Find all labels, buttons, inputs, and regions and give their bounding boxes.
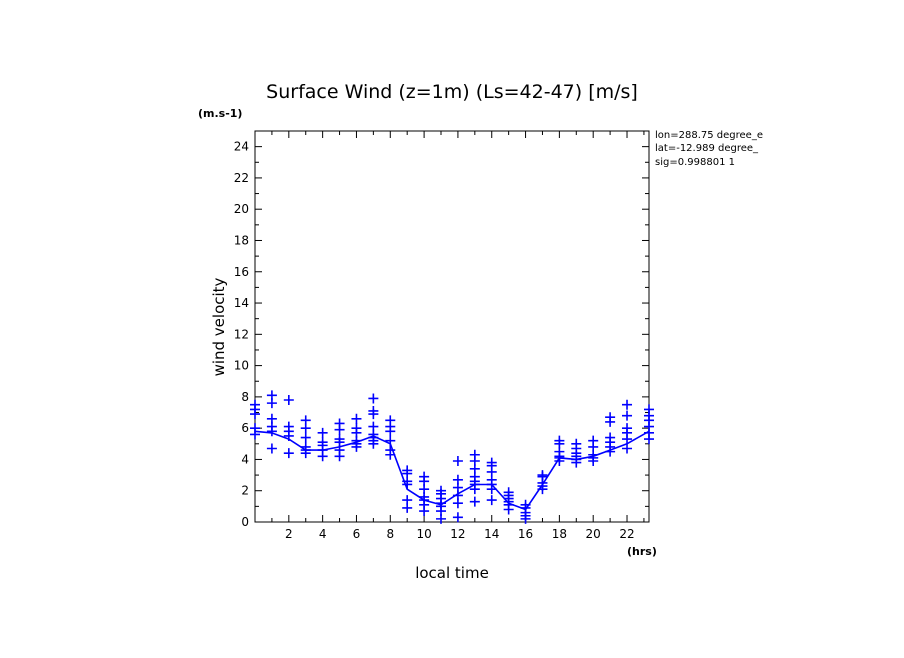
- plus-marker: [486, 457, 497, 468]
- plus-marker: [300, 432, 311, 443]
- plus-marker: [250, 423, 260, 434]
- series-layer: [250, 390, 654, 524]
- plus-marker: [385, 415, 396, 426]
- plus-marker: [605, 412, 616, 423]
- plus-marker: [452, 456, 463, 467]
- plus-marker: [300, 415, 311, 426]
- plus-marker: [605, 432, 616, 443]
- y-tick-label: 22: [234, 171, 249, 185]
- x-tick-label: 14: [484, 527, 499, 541]
- plus-marker: [622, 423, 633, 434]
- plus-marker: [486, 495, 497, 506]
- y-tick-label: 16: [234, 265, 249, 279]
- y-tick-label: 14: [234, 296, 249, 310]
- y-tick-label: 24: [234, 140, 249, 154]
- plus-marker: [283, 448, 294, 459]
- plus-marker: [266, 413, 277, 424]
- x-tick-label: 12: [450, 527, 465, 541]
- plus-marker: [537, 470, 548, 481]
- y-tick-label: 10: [234, 359, 249, 373]
- plus-marker: [503, 487, 514, 498]
- x-tick-label: 18: [552, 527, 567, 541]
- plus-marker: [644, 404, 654, 415]
- plus-marker: [452, 512, 463, 523]
- plot-frame: [254, 130, 650, 523]
- plus-marker: [250, 399, 260, 410]
- x-tick-label: 16: [518, 527, 533, 541]
- plus-marker: [283, 421, 294, 432]
- chart-title: Surface Wind (z=1m) (Ls=42-47) [m/s]: [266, 81, 638, 103]
- x-tick-label: 22: [619, 527, 634, 541]
- y-tick-label: 18: [234, 233, 249, 247]
- plus-marker: [385, 445, 396, 456]
- plus-marker: [588, 435, 599, 446]
- plus-marker: [368, 421, 379, 432]
- plus-marker: [571, 438, 582, 449]
- plus-marker: [351, 413, 362, 424]
- info-line-lon: lon=288.75 degree_e: [655, 130, 763, 141]
- plus-marker: [436, 485, 447, 496]
- y-axis-label: wind velocity: [210, 277, 228, 376]
- plus-marker: [622, 410, 633, 421]
- info-line-sig: sig=0.998801 1: [655, 157, 735, 168]
- plus-marker: [402, 495, 413, 506]
- plus-marker: [385, 435, 396, 446]
- plus-marker: [622, 443, 633, 454]
- plus-marker: [469, 496, 480, 507]
- y-tick-label: 12: [234, 327, 249, 341]
- plus-marker: [334, 418, 345, 429]
- plus-marker: [300, 441, 311, 452]
- y-tick-label: 4: [241, 452, 249, 466]
- plus-marker: [283, 395, 294, 406]
- y-tick-label: 0: [241, 515, 249, 529]
- x-axis-label: local time: [415, 564, 489, 582]
- plus-marker: [266, 443, 277, 454]
- plus-marker: [554, 435, 565, 446]
- plus-marker: [351, 423, 362, 434]
- y-tick-label: 6: [241, 421, 249, 435]
- plus-marker: [469, 449, 480, 460]
- x-tick-label: 4: [319, 527, 327, 541]
- info-line-lat: lat=-12.989 degree_: [655, 143, 759, 154]
- plus-marker: [334, 434, 345, 445]
- x-tick-label: 10: [416, 527, 431, 541]
- plus-marker: [368, 393, 379, 404]
- x-units-label: (hrs): [627, 545, 657, 558]
- y-tick-label: 8: [241, 390, 249, 404]
- x-tick-label: 8: [386, 527, 394, 541]
- plus-marker: [368, 405, 379, 416]
- x-tick-label: 6: [353, 527, 361, 541]
- x-tick-label: 2: [285, 527, 293, 541]
- plus-marker: [452, 474, 463, 485]
- y-tick-label: 20: [234, 202, 249, 216]
- plus-marker: [622, 399, 633, 410]
- plus-marker: [317, 437, 328, 448]
- plus-marker: [402, 465, 413, 476]
- plus-marker: [419, 471, 430, 482]
- x-tick-label: 20: [586, 527, 601, 541]
- mean-wind-line: [254, 430, 650, 511]
- plus-marker: [317, 427, 328, 438]
- y-tick-label: 2: [241, 484, 249, 498]
- y-units-label: (m.s-1): [198, 107, 242, 120]
- plus-marker: [520, 499, 531, 510]
- plus-marker: [266, 390, 277, 401]
